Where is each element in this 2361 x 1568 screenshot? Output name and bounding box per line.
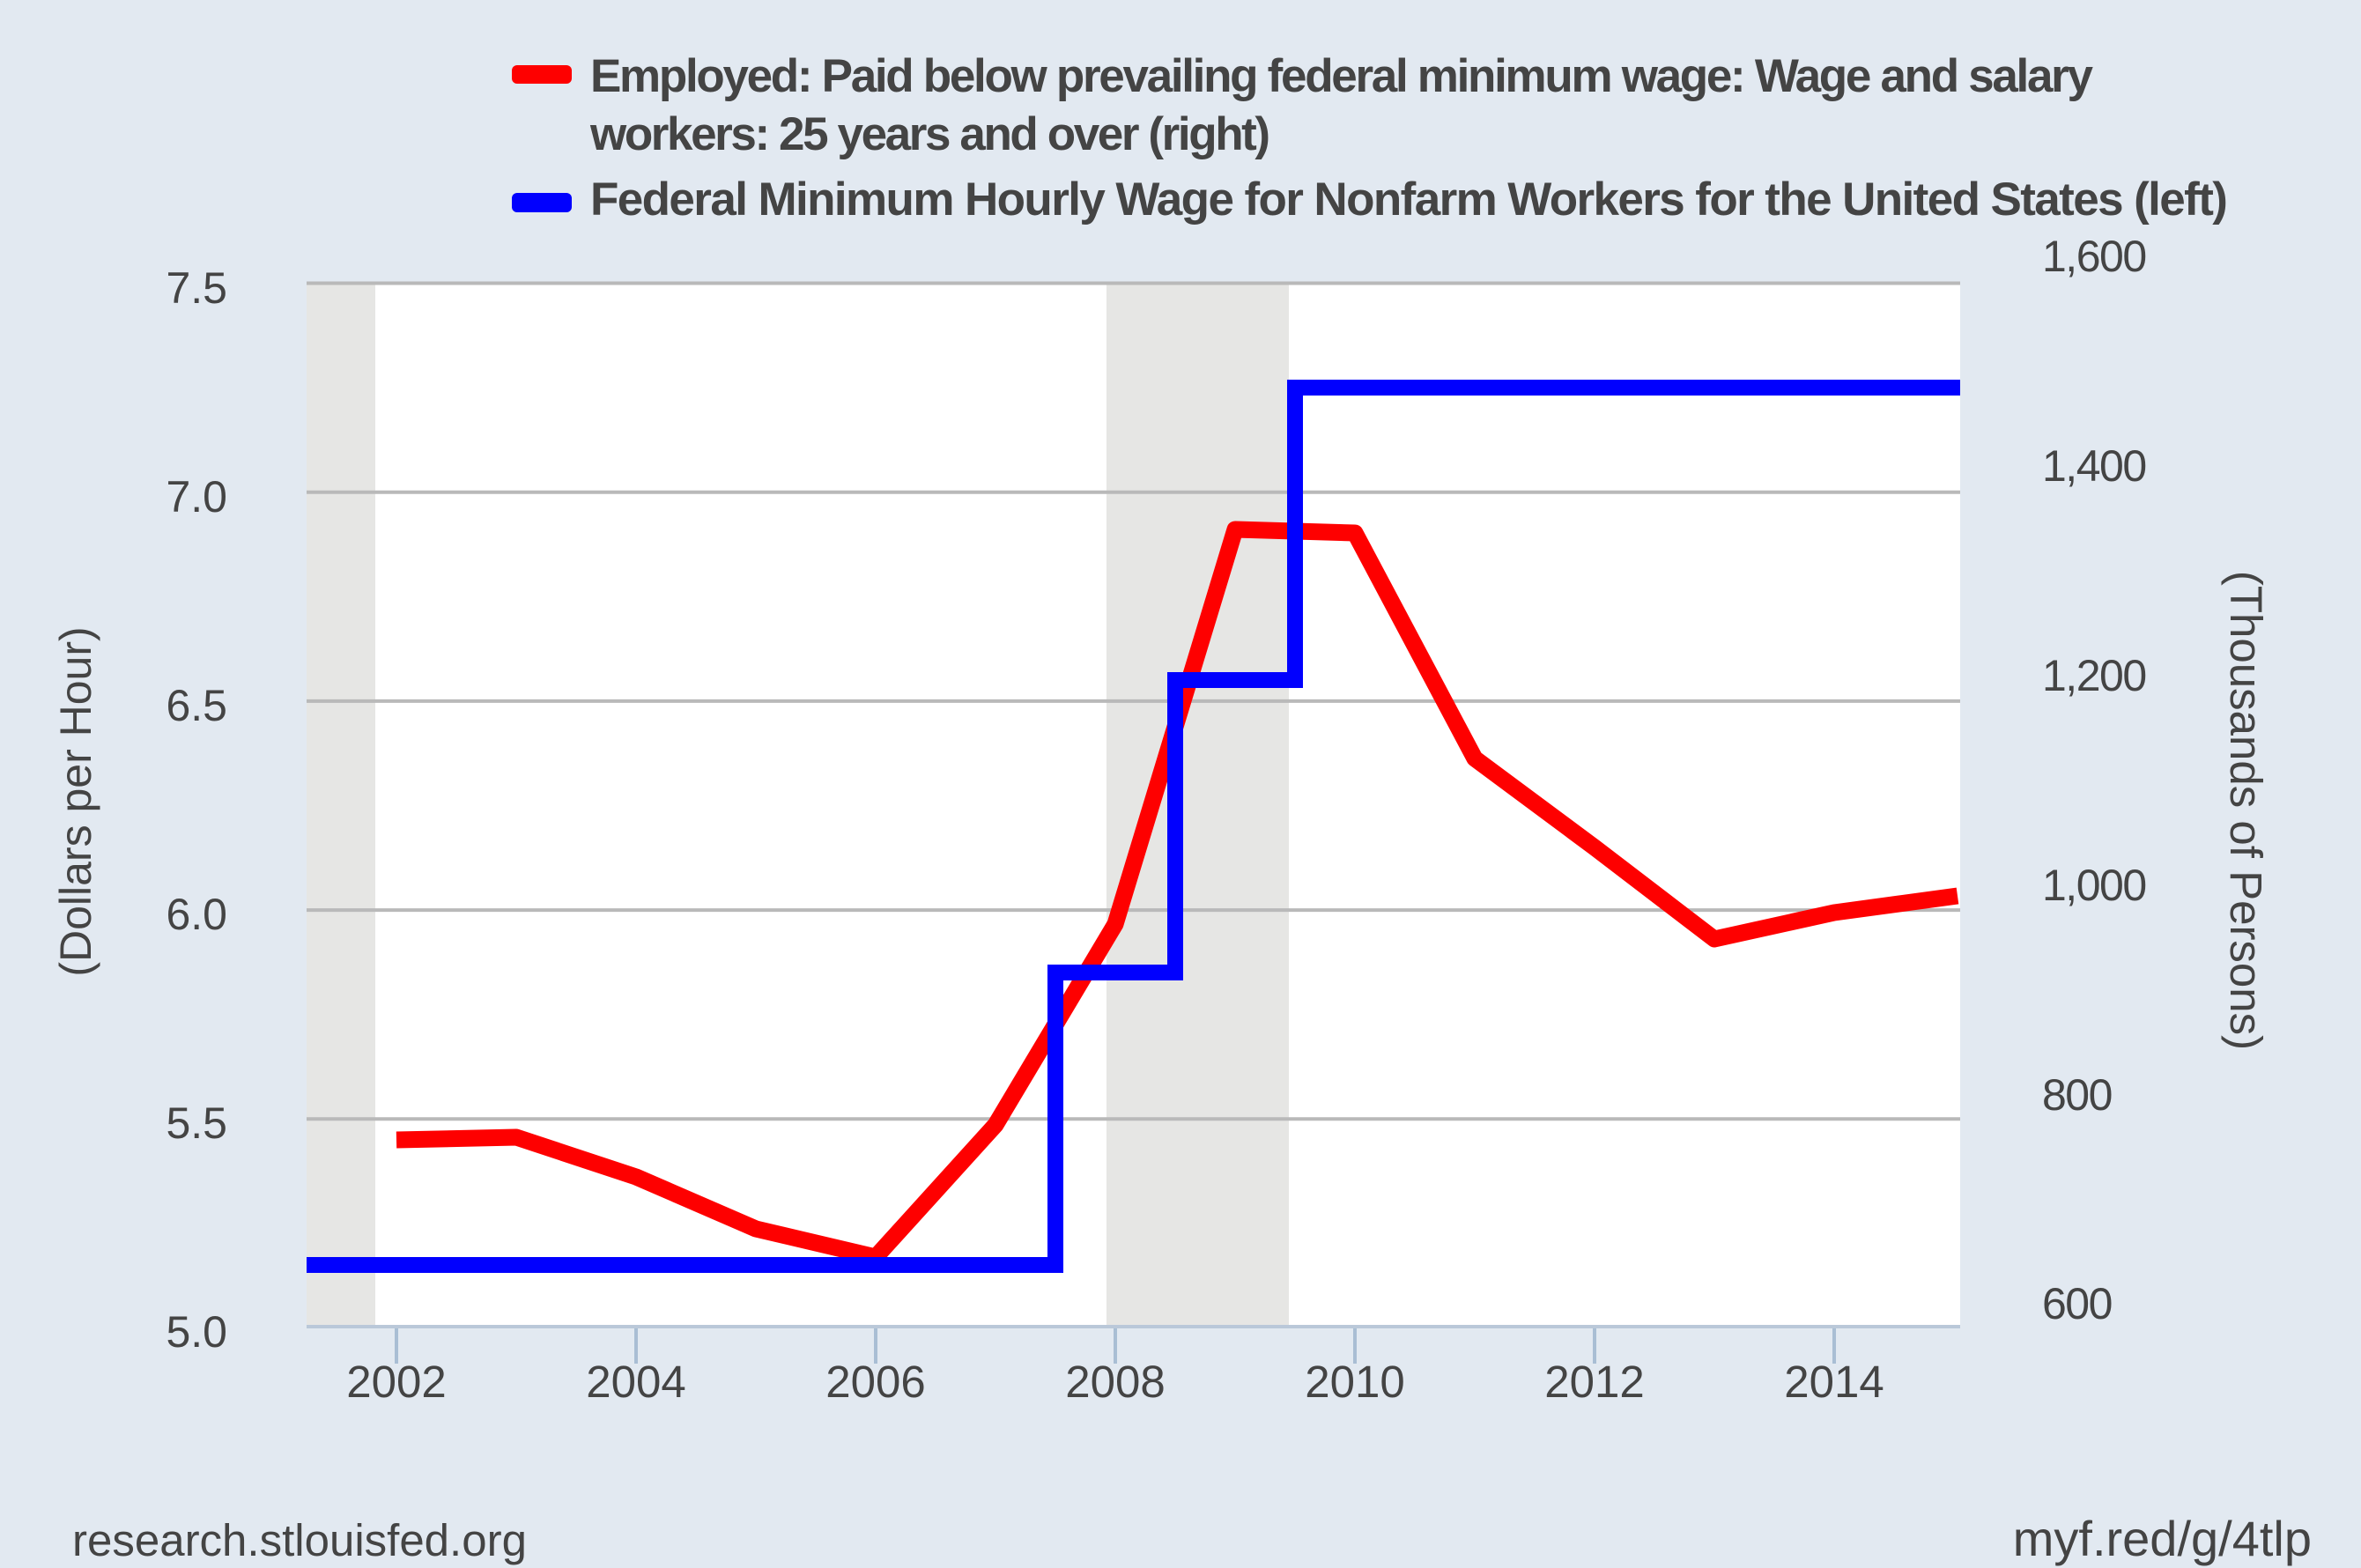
svg-text:6.5: 6.5 [166, 681, 227, 730]
svg-text:Employed: Paid below prevailin: Employed: Paid below prevailing federal … [590, 50, 2093, 102]
svg-text:1,000: 1,000 [2042, 861, 2146, 910]
svg-text:2014: 2014 [1784, 1357, 1884, 1407]
svg-text:2006: 2006 [825, 1357, 925, 1407]
svg-text:workers: 25 years and over (ri: workers: 25 years and over (right) [589, 108, 1269, 160]
svg-text:2012: 2012 [1544, 1357, 1644, 1407]
svg-text:(Thousands of Persons): (Thousands of Persons) [2221, 571, 2271, 1050]
svg-text:myf.red/g/4tlp: myf.red/g/4tlp [2013, 1511, 2312, 1566]
svg-text:(Dollars per Hour): (Dollars per Hour) [51, 626, 100, 976]
svg-text:1,200: 1,200 [2042, 651, 2146, 700]
svg-text:research.stlouisfed.org: research.stlouisfed.org [72, 1515, 527, 1565]
svg-text:7.0: 7.0 [166, 472, 227, 521]
svg-text:5.0: 5.0 [166, 1307, 227, 1357]
svg-text:7.5: 7.5 [166, 263, 227, 313]
svg-text:2002: 2002 [346, 1357, 446, 1407]
svg-text:2010: 2010 [1305, 1357, 1404, 1407]
svg-text:600: 600 [2042, 1279, 2112, 1328]
svg-text:2008: 2008 [1065, 1357, 1165, 1407]
svg-text:1,600: 1,600 [2042, 232, 2146, 281]
svg-text:800: 800 [2042, 1070, 2112, 1120]
svg-text:5.5: 5.5 [166, 1098, 227, 1148]
svg-text:1,400: 1,400 [2042, 441, 2146, 491]
svg-text:Federal Minimum Hourly Wage fo: Federal Minimum Hourly Wage for Nonfarm … [590, 174, 2226, 226]
svg-text:2004: 2004 [586, 1357, 685, 1407]
svg-text:6.0: 6.0 [166, 890, 227, 939]
